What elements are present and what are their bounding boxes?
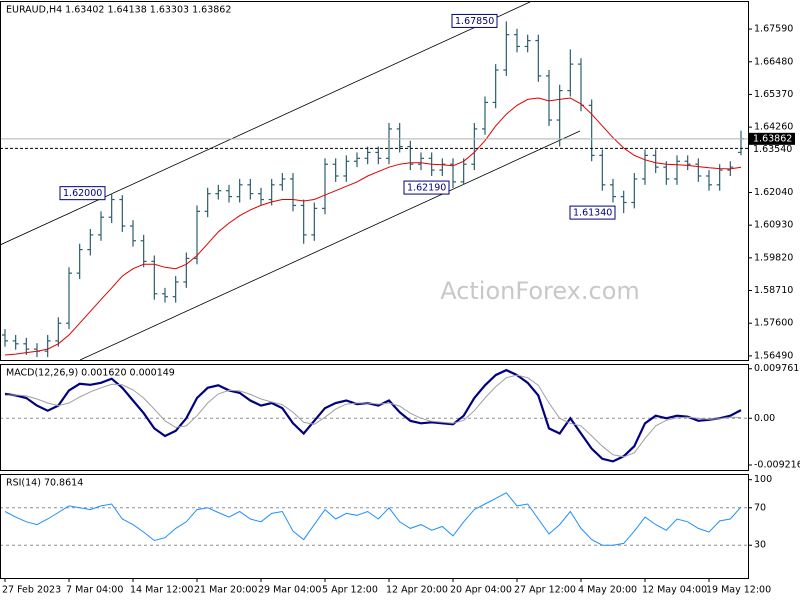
x-tick-label: 12 May 04:00 — [642, 585, 707, 596]
annotation: 1.67850 — [455, 16, 494, 27]
x-tick-label: 14 Mar 12:00 — [130, 585, 193, 596]
y-tick-label: 1.67590 — [754, 24, 793, 35]
lower-trendline — [79, 130, 581, 361]
level-label: 1.63540 — [753, 144, 792, 155]
y-tick-label: 100 — [754, 474, 772, 485]
y-tick-label: 1.58710 — [754, 285, 793, 296]
y-tick-label: 1.64260 — [754, 122, 793, 133]
annotation-box — [569, 205, 616, 220]
price-panel — [0, 1, 749, 361]
current-price-box — [749, 132, 795, 145]
indicator-line — [4, 368, 742, 463]
annotation-box — [403, 180, 450, 195]
annotation: 1.61340 — [573, 208, 612, 219]
rsi-panel — [0, 474, 749, 579]
x-tick-label: 20 Apr 04:00 — [450, 585, 512, 596]
x-tick-label: 7 Mar 04:00 — [66, 585, 123, 596]
x-tick-label: 29 Mar 04:00 — [258, 585, 321, 596]
channel-lines — [0, 1, 581, 361]
x-tick-label: 19 May 12:00 — [706, 585, 771, 596]
y-tick-label: -0.009216 — [754, 460, 800, 471]
panel-title: EURAUD,H4 1.63402 1.64138 1.63303 1.6386… — [6, 5, 231, 16]
x-tick-label: 5 Apr 12:00 — [322, 585, 378, 596]
annotation: 1.62190 — [407, 183, 446, 194]
y-tick-label: 1.59820 — [754, 252, 793, 263]
indicator-line — [4, 492, 742, 546]
x-tick-label: 4 May 20:00 — [578, 585, 637, 596]
x-tick-label: 21 Mar 20:00 — [194, 585, 257, 596]
indicator-line — [4, 374, 742, 458]
y-tick-label: 0.00 — [754, 413, 775, 424]
y-tick-label: 1.56490 — [754, 350, 793, 361]
watermark: ActionForex.com — [440, 277, 640, 305]
y-tick-label: 0.009761 — [754, 363, 799, 374]
frames — [0, 1, 749, 579]
y-tick-label: 30 — [754, 540, 766, 551]
panel-title: MACD(12,26,9) 0.001620 0.000149 — [6, 368, 175, 379]
y-tick-label: 1.60930 — [754, 220, 793, 231]
annotation: 1.62000 — [63, 188, 102, 199]
marks: 1.67590 1.66480 1.65370 1.64260 1.62040 1.609… — [0, 5, 800, 596]
y-tick-label: 1.65370 — [754, 89, 793, 100]
macd-panel — [0, 364, 749, 471]
y-tick-label: 70 — [754, 502, 766, 513]
annotation-box — [59, 186, 106, 201]
annotation-box — [451, 13, 498, 28]
y-tick-label: 1.66480 — [754, 56, 793, 67]
upper-trendline — [0, 1, 531, 246]
current-price-label: 1.63862 — [753, 133, 792, 144]
panel-title: RSI(14) 70.8614 — [6, 478, 83, 489]
moving-average — [4, 97, 742, 356]
y-tick-label: 1.62040 — [754, 187, 793, 198]
x-tick-label: 27 Apr 12:00 — [514, 585, 576, 596]
x-tick-label: 12 Apr 20:00 — [386, 585, 448, 596]
x-tick-label: 27 Feb 2023 — [2, 585, 61, 596]
y-tick-label: 1.57600 — [754, 318, 793, 329]
